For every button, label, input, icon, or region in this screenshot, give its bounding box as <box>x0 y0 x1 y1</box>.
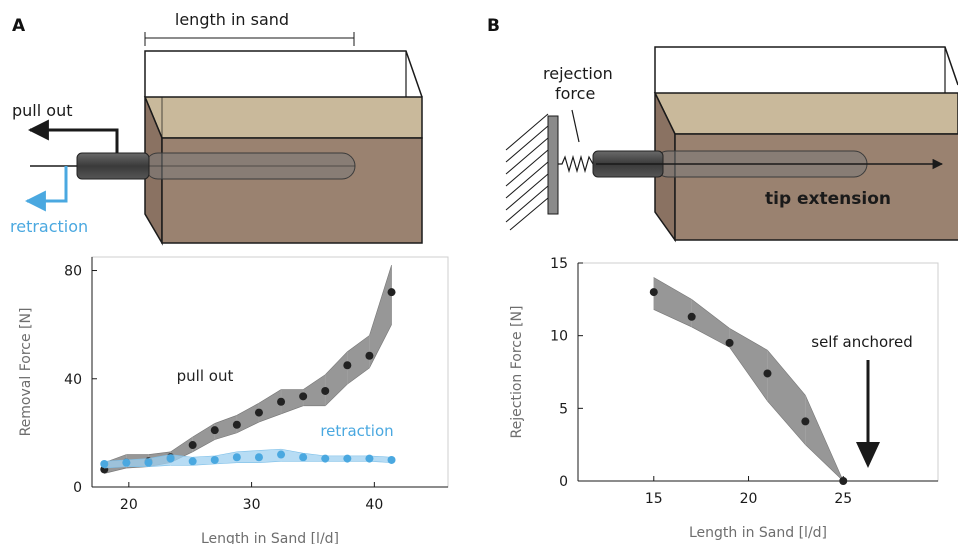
y-tick-label: 0 <box>73 480 82 496</box>
sand-box-a <box>143 50 423 246</box>
x-tick-label: 20 <box>740 491 758 507</box>
pull-out-series-label: pull out <box>177 367 234 385</box>
y-tick-label: 80 <box>64 264 82 280</box>
rejection-force-line-1: rejection <box>543 64 613 83</box>
pull-out-point <box>321 386 330 395</box>
pull-out-arrow <box>27 119 119 153</box>
series-point <box>725 338 734 347</box>
x-tick-label: 25 <box>834 491 852 507</box>
y-axis-label: Rejection Force [N] <box>509 306 525 439</box>
panel-b-sketch: B rejection force <box>487 16 958 243</box>
pull-out-point <box>365 351 374 360</box>
pull-out-point <box>188 441 197 450</box>
series-point <box>801 417 810 426</box>
x-tick-label: 15 <box>645 491 663 507</box>
pull-out-band <box>103 265 392 474</box>
pull-out-point <box>210 426 219 435</box>
retraction-point <box>343 454 352 463</box>
pull-out-point <box>343 361 352 370</box>
self-anchored-arrow-head <box>856 442 880 468</box>
retraction-point <box>254 453 263 462</box>
spring <box>558 154 594 174</box>
retraction-point <box>144 458 153 467</box>
pull-out-sketch-label: pull out <box>12 101 72 120</box>
retraction-series-label: retraction <box>320 422 393 440</box>
x-axis-label: Length in Sand [l/d] <box>201 531 339 544</box>
self-anchored-label: self anchored <box>811 333 912 351</box>
y-tick-label: 0 <box>559 474 568 490</box>
x-tick-label: 40 <box>365 497 383 513</box>
y-tick-label: 40 <box>64 372 82 388</box>
series-point <box>839 477 848 485</box>
pull-out-point <box>299 392 308 401</box>
series-point <box>687 312 696 321</box>
panel-a-label: A <box>12 16 26 36</box>
sand-box-b <box>653 46 958 243</box>
length-in-sand-label: length in sand <box>175 10 289 29</box>
wall-plate <box>547 115 559 215</box>
retraction-arrow <box>24 166 68 212</box>
pull-out-point <box>277 397 286 406</box>
y-tick-label: 10 <box>550 329 568 345</box>
pull-out-point <box>387 288 396 297</box>
rejection-force-leader <box>571 109 580 143</box>
retraction-point <box>232 453 241 462</box>
y-tick-label: 5 <box>559 401 568 417</box>
rejection-force-sketch-label: rejection force <box>543 64 618 103</box>
chart-a: 20 30 40 0 40 80 Length in Sand [l/d] Removal F… <box>18 256 449 544</box>
tip-extension-label: tip extension <box>765 189 891 209</box>
length-in-sand-dimension: length in sand <box>144 10 355 46</box>
retraction-point <box>321 454 330 463</box>
series-point <box>649 288 658 297</box>
rod-base-a <box>76 152 150 180</box>
retraction-point <box>299 453 308 462</box>
retraction-point <box>277 450 286 459</box>
retraction-point <box>166 454 175 463</box>
retraction-point <box>210 455 219 464</box>
series-band <box>653 277 844 482</box>
retraction-point <box>188 457 197 466</box>
rejection-force-line-2: force <box>555 84 595 103</box>
retraction-point <box>100 460 109 468</box>
y-tick-label: 15 <box>550 256 568 272</box>
x-tick-label: 20 <box>120 497 138 513</box>
chart-b: 15 20 25 0 5 10 15 Length in Sand [l/d] Rejectio… <box>509 256 939 541</box>
x-axis-label: Length in Sand [l/d] <box>689 525 827 541</box>
retraction-point <box>387 455 396 464</box>
x-tick-label: 30 <box>243 497 261 513</box>
panel-a-sketch: A length in sand pull out retraction <box>10 10 423 246</box>
y-axis-label: Removal Force [N] <box>18 308 34 437</box>
pull-out-point <box>254 408 263 417</box>
retraction-point <box>365 454 374 463</box>
series-point <box>763 369 772 378</box>
retraction-sketch-label: retraction <box>10 217 88 236</box>
wall-hatching <box>505 113 549 231</box>
retraction-point <box>122 458 131 467</box>
panel-b-label: B <box>487 16 500 36</box>
pull-out-point <box>232 420 241 429</box>
